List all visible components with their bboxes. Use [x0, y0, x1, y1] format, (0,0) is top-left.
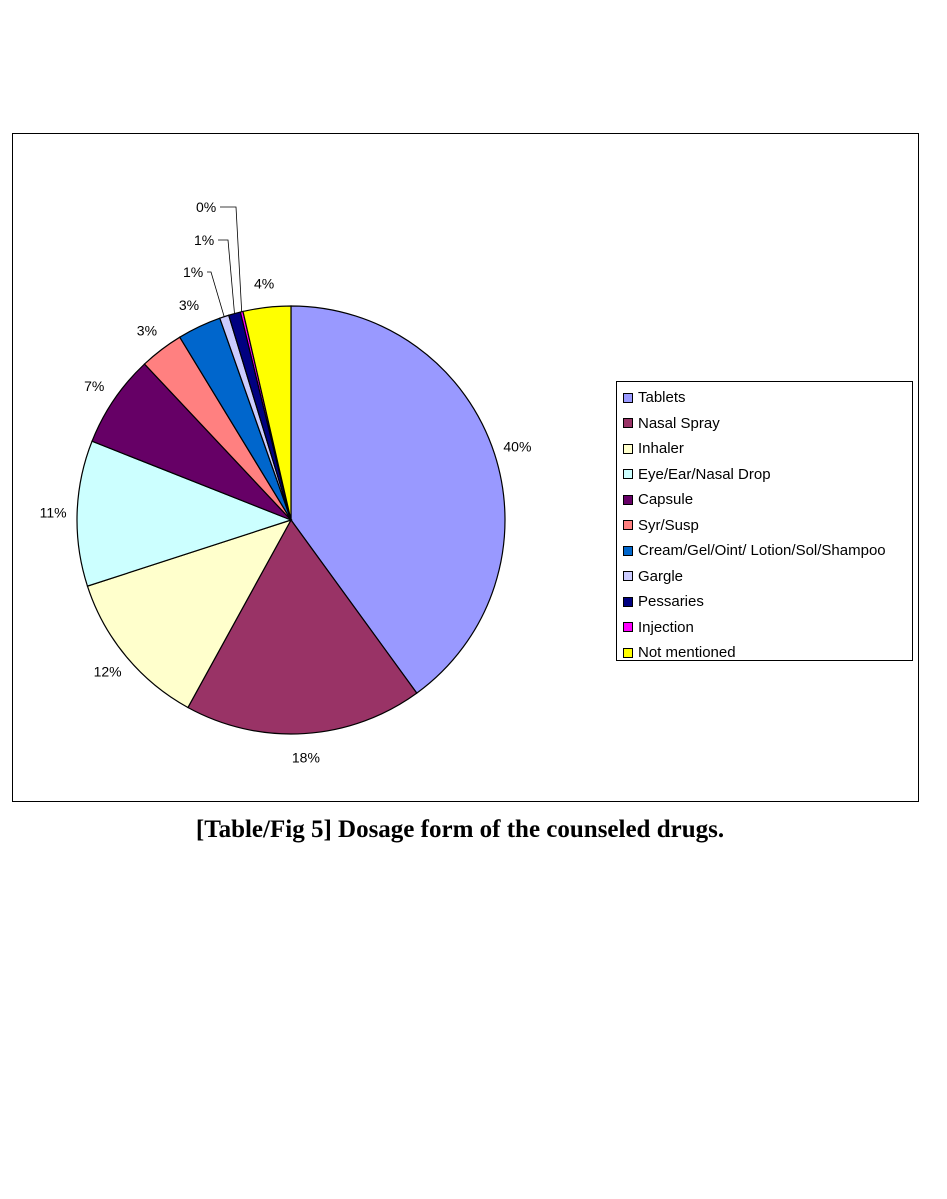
pie-slice-inhaler [86, 518, 293, 709]
pie-slice-eye-ear-nasal-drop [76, 440, 293, 587]
legend: Tablets Nasal Spray Inhaler Eye/Ear/Nasal D… [616, 381, 913, 661]
legend-label: Not mentioned [638, 644, 736, 662]
slice-value-label: 7% [84, 378, 104, 394]
legend-label: Injection [638, 618, 694, 636]
legend-label: Gargle [638, 567, 684, 585]
legend-swatch [623, 571, 633, 582]
legend-item: Not mentioned [623, 640, 912, 666]
pie-chart: 40% 18% 12% 11% 7% 3% 3% 1% 1% 0% 4% [40, 199, 532, 766]
pie-slice-tablets [290, 305, 506, 694]
slice-value-label: 12% [94, 664, 122, 680]
legend-label: Pessaries [638, 593, 704, 611]
legend-swatch [623, 418, 633, 429]
legend-swatch [623, 443, 633, 454]
legend-label: Inhaler [638, 440, 684, 458]
slice-value-label: 3% [137, 323, 157, 339]
legend-item: Injection [623, 615, 912, 641]
legend-item: Nasal Spray [623, 411, 912, 437]
legend-swatch [623, 622, 633, 633]
legend-item: Syr/Susp [623, 513, 912, 539]
legend-item: Pessaries [623, 589, 912, 615]
chart-frame: 40% 18% 12% 11% 7% 3% 3% 1% 1% 0% 4% Tablets Nasal … [12, 133, 919, 802]
pie-slice-not-mentioned [242, 305, 292, 521]
legend-item: Gargle [623, 564, 912, 590]
legend-label: Syr/Susp [638, 516, 699, 534]
slice-value-label: 1% [183, 264, 203, 280]
figure-caption: [Table/Fig 5] Dosage form of the counsel… [195, 816, 725, 843]
legend-item: Inhaler [623, 436, 912, 462]
legend-swatch [623, 520, 633, 531]
legend-item: Capsule [623, 487, 912, 513]
legend-item: Eye/Ear/Nasal Drop [623, 462, 912, 488]
slice-value-label: 3% [179, 297, 199, 313]
legend-swatch [623, 545, 633, 556]
slice-value-label: 18% [292, 750, 320, 766]
legend-label: Eye/Ear/Nasal Drop [638, 465, 771, 483]
slice-value-label: 40% [503, 439, 531, 455]
slice-value-label: 11% [40, 505, 67, 521]
slice-value-label: 4% [254, 276, 274, 292]
leader-line [218, 239, 235, 314]
legend-swatch [623, 647, 633, 658]
slice-value-label: 1% [194, 232, 214, 248]
leader-line [207, 271, 225, 317]
legend-swatch [623, 596, 633, 607]
legend-label: Tablets [638, 389, 686, 407]
legend-swatch [623, 494, 633, 505]
legend-swatch [623, 469, 633, 480]
legend-swatch [623, 392, 633, 403]
legend-label: Capsule [638, 491, 694, 509]
leader-line [220, 206, 243, 312]
legend-item: Tablets [623, 385, 912, 411]
pie-slice-nasal-spray [187, 518, 418, 735]
legend-item: Cream/Gel/Oint/ Lotion/Sol/Shampoo [623, 538, 912, 564]
legend-label: Cream/Gel/Oint/ Lotion/Sol/Shampoo [638, 542, 886, 560]
legend-label: Nasal Spray [638, 414, 720, 432]
slice-value-label: 0% [196, 199, 216, 215]
